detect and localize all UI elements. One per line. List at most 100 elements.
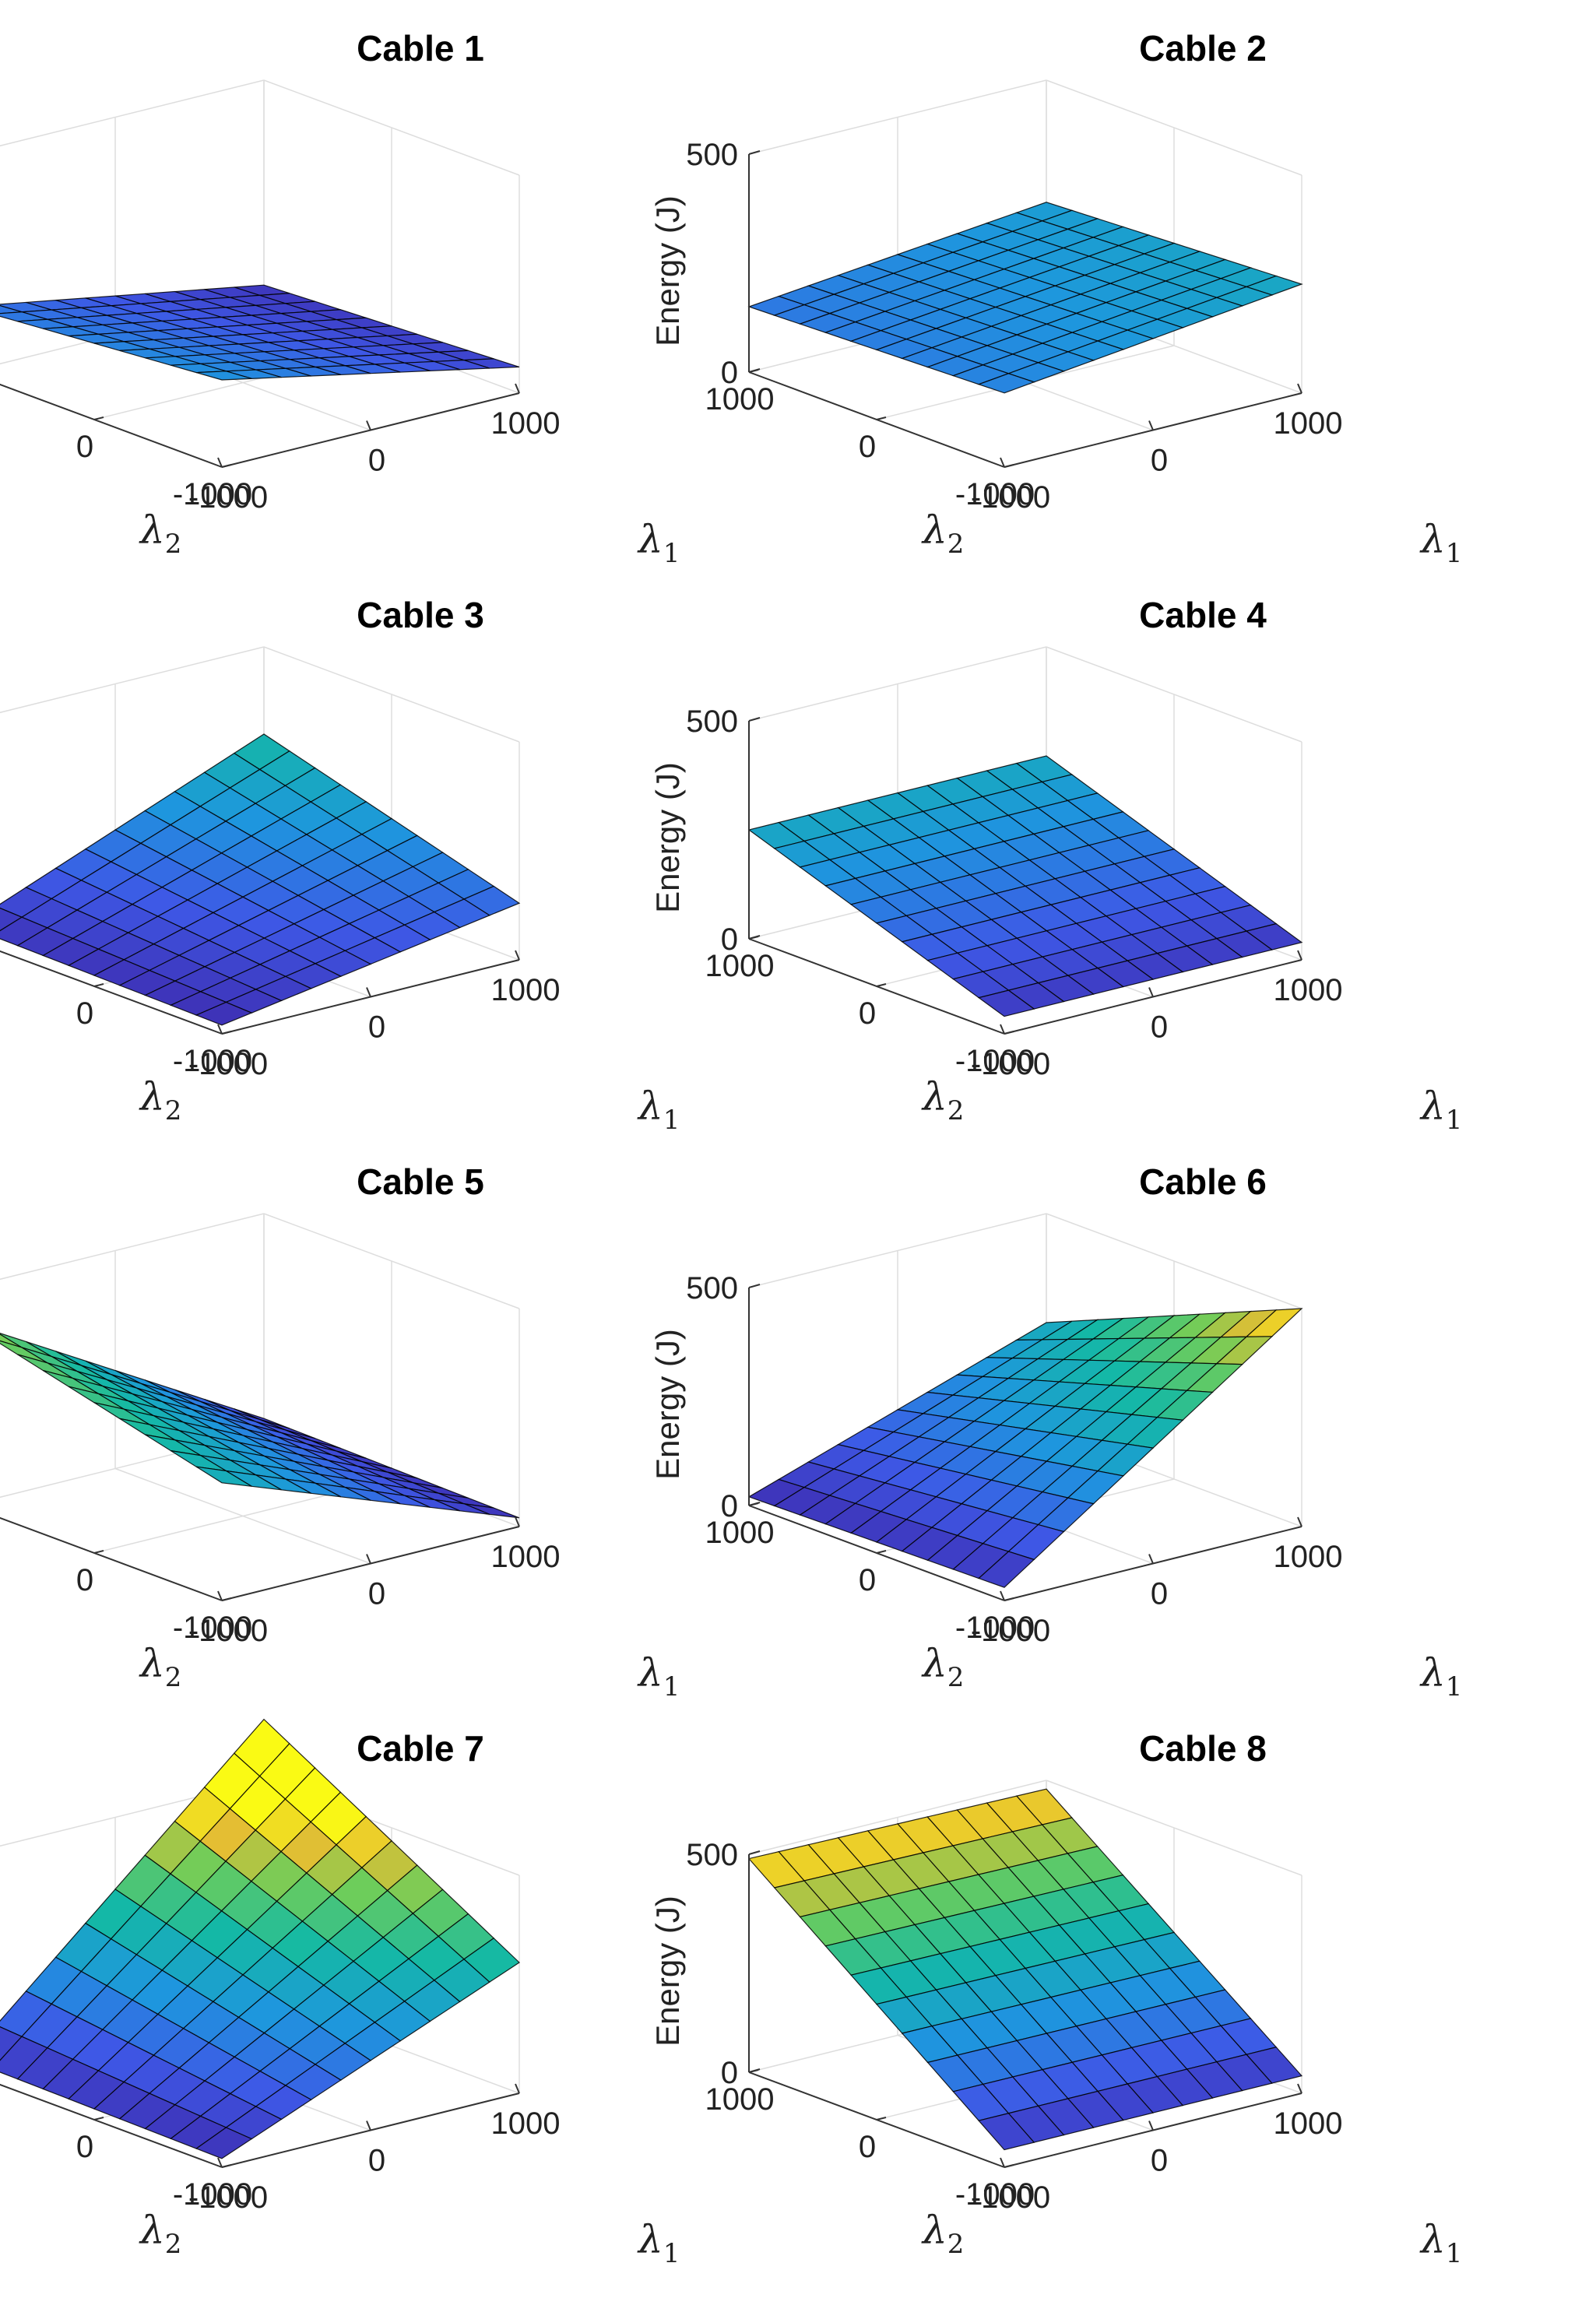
- lambda1-tick-mark: [1148, 420, 1154, 430]
- lambda1-tick-label: 1000: [1274, 1540, 1343, 1574]
- lambda1-tick-mark: [1297, 383, 1302, 394]
- lambda1-tick-label: -1000: [971, 2180, 1050, 2215]
- lambda1-tick-mark: [366, 987, 371, 997]
- chart-title: Cable 3: [357, 595, 484, 635]
- back-wall-gridline: [0, 646, 265, 714]
- lambda1-tick-mark: [1297, 950, 1302, 961]
- lambda2-tick-mark: [93, 2117, 104, 2121]
- lambda1-tick-label: 1000: [491, 2106, 561, 2141]
- lambda2-tick-label: 1000: [705, 949, 775, 983]
- lambda2-axis-label: λ2: [921, 2208, 964, 2260]
- lambda2-axis-label: λ2: [139, 508, 181, 560]
- surface-patch: [195, 1001, 253, 1026]
- surface-patch: [978, 1551, 1035, 1588]
- lambda1-tick-label: 0: [368, 1010, 385, 1045]
- lambda2-tick-mark: [1004, 2164, 1014, 2168]
- chart-title: Cable 2: [1139, 28, 1267, 69]
- lambda1-tick-label: -1000: [971, 1047, 1050, 1081]
- lambda2-tick-label: 0: [76, 1563, 93, 1597]
- lambda1-tick-label: -1000: [188, 1614, 268, 1648]
- back-wall-gridline: [1046, 1213, 1302, 1309]
- lambda2-tick-mark: [1004, 1597, 1014, 1601]
- lambda1-axis-label: λ1: [1419, 1084, 1462, 1136]
- lambda1-tick-label: 1000: [1274, 406, 1343, 441]
- lambda2-tick-mark: [1004, 1031, 1014, 1035]
- lambda1-tick-mark: [1000, 457, 1005, 468]
- lambda1-axis-label: λ1: [637, 1084, 680, 1136]
- chart-title: Cable 6: [1139, 1161, 1267, 1202]
- lambda1-tick-label: 0: [368, 1577, 385, 1611]
- lambda1-tick-label: -1000: [188, 480, 268, 515]
- lambda1-tick-mark: [217, 1590, 223, 1601]
- lambda2-axis-label: λ2: [139, 1074, 181, 1126]
- energy-tick-label: 500: [686, 705, 738, 739]
- surface-mesh: [747, 1308, 1303, 1588]
- lambda1-axis-label: λ1: [637, 1650, 680, 1702]
- chart-title: Cable 5: [357, 1161, 484, 1202]
- surface-patch: [977, 989, 1035, 1017]
- back-wall-gridline: [748, 1780, 1047, 1855]
- lambda2-axis-label: λ2: [139, 2208, 181, 2260]
- lambda1-tick-label: 1000: [491, 973, 561, 1007]
- surface-mesh: [0, 733, 521, 1026]
- lambda2-tick-mark: [221, 2164, 232, 2168]
- energy-axis-label: Energy (J): [649, 1329, 686, 1480]
- lambda2-axis-label: λ2: [921, 1074, 964, 1126]
- energy-tick-label: 500: [686, 1271, 738, 1305]
- lambda2-axis-label: λ2: [921, 1641, 964, 1693]
- surface-mesh: [0, 1333, 520, 1519]
- lambda2-tick-label: -1000: [955, 1611, 1035, 1645]
- lambda2-tick-label: -1000: [173, 477, 252, 511]
- lambda2-axis-label: λ2: [921, 508, 964, 560]
- lambda2-tick-label: -1000: [173, 1044, 252, 1078]
- lambda1-tick-mark: [1297, 1516, 1302, 1527]
- chart-title: Cable 1: [357, 28, 484, 69]
- lambda1-tick-label: 0: [368, 2144, 385, 2178]
- energy-axis-label: Energy (J): [649, 1896, 686, 2047]
- lambda1-tick-mark: [1148, 2121, 1154, 2131]
- lambda2-tick-label: 1000: [705, 382, 775, 416]
- energy-tick-mark: [748, 1284, 761, 1288]
- back-wall-gridline: [263, 646, 520, 743]
- energy-tick-mark: [748, 150, 761, 155]
- lambda2-tick-label: 0: [859, 996, 876, 1031]
- lambda1-tick-label: -1000: [971, 1614, 1050, 1648]
- lambda1-tick-mark: [515, 1516, 520, 1527]
- lambda2-tick-mark: [221, 464, 232, 468]
- energy-tick-mark: [748, 717, 761, 722]
- back-wall-gridline: [1046, 79, 1302, 176]
- lambda2-tick-mark: [876, 416, 887, 420]
- lambda2-tick-mark: [748, 936, 759, 940]
- lambda2-tick-mark: [93, 983, 104, 987]
- lambda1-tick-mark: [366, 1554, 371, 1564]
- lambda1-axis-label: λ1: [637, 2217, 680, 2269]
- energy-tick-label: 500: [686, 1838, 738, 1872]
- lambda2-tick-mark: [93, 1550, 104, 1554]
- energy-axis-label: Energy (J): [649, 762, 686, 913]
- lambda2-tick-mark: [748, 369, 759, 373]
- back-wall-gridline: [1046, 1780, 1302, 1876]
- energy-axis-label: Energy (J): [649, 195, 686, 346]
- lambda1-tick-label: 1000: [1274, 973, 1343, 1007]
- lambda1-axis-label: λ1: [1419, 517, 1462, 569]
- lambda2-tick-label: 0: [859, 430, 876, 464]
- lambda2-tick-mark: [221, 1031, 232, 1035]
- lambda1-tick-mark: [1000, 2157, 1005, 2168]
- surface-patch: [195, 1466, 252, 1487]
- lambda1-tick-mark: [366, 420, 371, 430]
- lambda2-tick-label: 1000: [705, 1516, 775, 1550]
- chart-title: Cable 7: [357, 1728, 484, 1769]
- lambda1-tick-label: -1000: [971, 480, 1050, 515]
- lambda1-tick-label: 0: [368, 444, 385, 478]
- surface-mesh: [747, 202, 1303, 394]
- lambda2-tick-mark: [221, 1597, 232, 1601]
- lambda1-tick-label: -1000: [188, 1047, 268, 1081]
- back-wall-gridline: [748, 646, 1047, 722]
- surface-patch: [977, 373, 1036, 394]
- lambda1-tick-label: 0: [1151, 2144, 1168, 2178]
